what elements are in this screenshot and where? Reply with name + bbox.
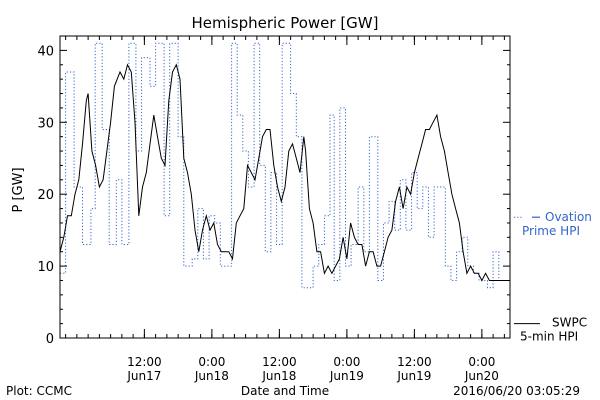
x-tick-time-label: 12:00 — [397, 355, 432, 369]
x-tick-date-label: Jun19 — [396, 369, 431, 383]
series-ovation-line — [60, 42, 510, 289]
x-tick-time-label: 12:00 — [262, 355, 297, 369]
legend-ovation-line2: Prime HPI — [522, 224, 580, 238]
x-tick-date-label: Jun17 — [126, 369, 161, 383]
y-tick-label: 30 — [37, 116, 54, 131]
x-tick-date-label: Jun18 — [261, 369, 296, 383]
legend-swpc-line2: 5-min HPI — [520, 330, 578, 344]
series-swpc-line — [59, 63, 510, 282]
x-tick-time-label: 12:00 — [127, 355, 162, 369]
x-tick-time-label: 0:00 — [468, 355, 495, 369]
plot-frame — [59, 35, 511, 339]
x-tick-time-label: 0:00 — [198, 355, 225, 369]
legend-ovation-line1: Ovation — [545, 210, 592, 224]
y-tick-label: 10 — [37, 260, 54, 275]
chart-title: Hemispheric Power [GW] — [192, 14, 379, 32]
y-tick-label: 0 — [46, 332, 54, 347]
y-axis-label: P [GW] — [11, 167, 26, 212]
legend-swpc-line1: SWPC — [552, 316, 587, 330]
x-tick-date-label: Jun19 — [329, 369, 364, 383]
plot-timestamp: 2016/06/20 03:05:29 — [453, 384, 580, 398]
y-tick-label: 40 — [37, 44, 54, 59]
y-tick-label: 20 — [37, 188, 54, 203]
x-tick-time-label: 0:00 — [333, 355, 360, 369]
plot-credit: Plot: CCMC — [6, 384, 72, 398]
x-tick-date-label: Jun18 — [194, 369, 229, 383]
x-axis-label: Date and Time — [241, 384, 329, 398]
x-tick-date-label: Jun20 — [464, 369, 499, 383]
